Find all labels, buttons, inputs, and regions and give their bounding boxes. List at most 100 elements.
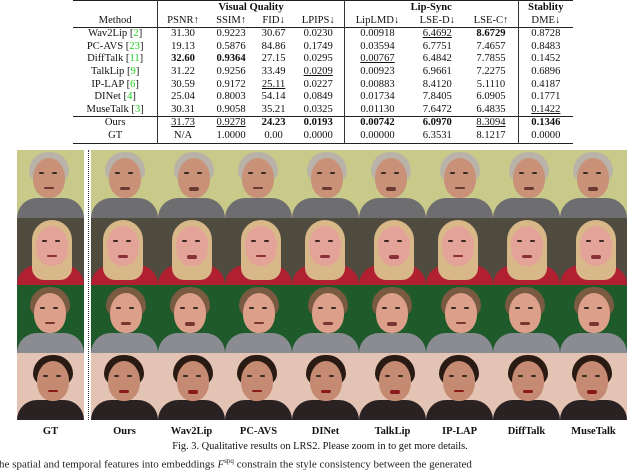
citation-link[interactable]: 2 bbox=[133, 28, 139, 40]
face-frame-difftalk-row1 bbox=[493, 150, 560, 218]
metric-cell: 0.9172 bbox=[216, 78, 246, 90]
column-header: DME↓ bbox=[517, 14, 573, 28]
method-name: GT bbox=[108, 129, 123, 141]
metric-cell: 6.4842 bbox=[422, 53, 452, 65]
metric-cell: 30.59 bbox=[157, 78, 208, 92]
table-row: DINet [4] 25.04 0.8003 54.14 0.0849 0.01734 7.… bbox=[73, 91, 573, 104]
metric-cell: 0.00742 bbox=[343, 116, 411, 130]
table-row: GT N/A 1.0000 0.00 0.0000 0.00000 6.3531 8.1217… bbox=[73, 129, 573, 144]
face-frame-pc-avs-row2 bbox=[225, 217, 292, 285]
face-frame-musetalk-row3 bbox=[560, 285, 627, 353]
table-row: IP-LAP [6] 30.59 0.9172 25.11 0.0227 0.00883 8… bbox=[73, 78, 573, 92]
metric-cell: 0.00918 bbox=[343, 27, 411, 41]
face-frame-talklip-row2 bbox=[359, 217, 426, 285]
method-name: MuseTalk [3] bbox=[86, 103, 144, 115]
face-frame-pc-avs-row3 bbox=[225, 285, 292, 353]
method-name: DiffTalk [11] bbox=[87, 53, 144, 65]
face-frame-ip-lap-row1 bbox=[426, 150, 493, 218]
citation-link[interactable]: 6 bbox=[130, 78, 136, 90]
metric-cell: 0.1422 bbox=[517, 103, 573, 117]
face-frame-gt-row4 bbox=[17, 352, 84, 420]
metric-cell: 0.9256 bbox=[216, 65, 246, 77]
column-header-row: Method PSNR↑ SSIM↑ FID↓ LPIPS↓ LipLMD↓ LSE-D↓ L… bbox=[73, 14, 573, 28]
citation-link[interactable]: 23 bbox=[129, 40, 140, 52]
cut-body-text: the spatial and temporal features into e… bbox=[0, 457, 472, 471]
metric-cell: 0.8728 bbox=[517, 27, 573, 41]
metric-cell: 7.8405 bbox=[422, 91, 452, 103]
metric-cell: 7.7855 bbox=[476, 53, 506, 65]
group-empty bbox=[73, 1, 158, 15]
face-frame-wav2lip-row4 bbox=[158, 352, 225, 420]
metric-cell: 0.1771 bbox=[517, 91, 573, 104]
group-stability: Stablity bbox=[517, 0, 573, 15]
metric-cell: 35.21 bbox=[261, 103, 286, 115]
citation-link[interactable]: 4 bbox=[127, 91, 133, 103]
metric-cell: 0.00923 bbox=[343, 65, 411, 79]
metric-cell: 0.0295 bbox=[303, 53, 333, 65]
face-frame-wav2lip-row2 bbox=[158, 217, 225, 285]
table-row: Wav2Lip [2] 31.30 0.9223 30.67 0.0230 0.00918… bbox=[73, 27, 573, 41]
metric-cell: 0.01734 bbox=[343, 91, 411, 104]
face-frame-musetalk-row2 bbox=[560, 217, 627, 285]
face-frame-dinet-row4 bbox=[292, 352, 359, 420]
metric-cell: 0.00883 bbox=[343, 78, 411, 92]
metric-cell: N/A bbox=[157, 129, 208, 144]
column-label-musetalk: MuseTalk bbox=[571, 426, 616, 437]
metric-cell: 0.5876 bbox=[216, 40, 246, 52]
metric-cell: 0.0227 bbox=[303, 78, 333, 90]
column-header: SSIM↑ bbox=[216, 14, 247, 26]
column-header: LPIPS↓ bbox=[301, 14, 335, 26]
face-frame-gt-row3 bbox=[17, 285, 84, 353]
metric-cell: 6.4835 bbox=[476, 103, 506, 115]
citation-link[interactable]: 3 bbox=[134, 103, 141, 115]
face-frame-talklip-row1 bbox=[359, 150, 426, 218]
face-frame-ip-lap-row3 bbox=[426, 285, 493, 353]
column-label-difftalk: DiffTalk bbox=[507, 426, 546, 437]
gt-separator-dotted-line bbox=[88, 150, 89, 420]
column-header: LSE-C↑ bbox=[473, 14, 509, 26]
face-frame-ours-row4 bbox=[91, 352, 158, 420]
face-frame-dinet-row3 bbox=[292, 285, 359, 353]
metric-cell: 6.9661 bbox=[422, 65, 452, 77]
face-frame-talklip-row3 bbox=[359, 285, 426, 353]
metric-cell: 0.0000 bbox=[517, 129, 573, 144]
metric-cell: 0.8483 bbox=[517, 40, 573, 54]
face-frame-difftalk-row4 bbox=[493, 352, 560, 420]
face-frame-dinet-row2 bbox=[292, 217, 359, 285]
face-frame-gt-row1 bbox=[17, 150, 84, 218]
column-label-pc-avs: PC-AVS bbox=[239, 426, 278, 437]
method-name: DINet [4] bbox=[94, 91, 136, 103]
metric-cell: 0.6896 bbox=[517, 65, 573, 79]
method-name: Ours bbox=[104, 117, 126, 129]
column-header: PSNR↑ bbox=[157, 14, 208, 28]
metric-cell: 7.6472 bbox=[422, 103, 452, 115]
metric-cell: 24.23 bbox=[261, 117, 286, 129]
metric-cell: 54.14 bbox=[261, 91, 286, 103]
face-frame-ip-lap-row4 bbox=[426, 352, 493, 420]
metric-cell: 33.49 bbox=[261, 65, 286, 77]
column-label-ip-lap: IP-LAP bbox=[442, 426, 477, 437]
metric-cell: 0.0325 bbox=[303, 103, 333, 115]
method-name: PC-AVS [23] bbox=[86, 40, 144, 52]
column-label-ours: Ours bbox=[113, 426, 136, 437]
table-body: Wav2Lip [2] 31.30 0.9223 30.67 0.0230 0.00918… bbox=[73, 27, 573, 144]
face-frame-wav2lip-row1 bbox=[158, 150, 225, 218]
metric-cell: 19.13 bbox=[157, 40, 208, 54]
face-frame-difftalk-row3 bbox=[493, 285, 560, 353]
table-row: Ours 31.73 0.9278 24.23 0.0193 0.00742 6.0970 8… bbox=[73, 116, 573, 130]
citation-link[interactable]: 9 bbox=[130, 65, 136, 77]
metric-cell: 6.4692 bbox=[422, 28, 452, 40]
metric-cell: 0.1749 bbox=[303, 40, 333, 52]
metric-cell: 31.30 bbox=[157, 27, 208, 41]
column-label-talklip: TalkLip bbox=[374, 426, 411, 437]
metric-cell: 0.00000 bbox=[343, 129, 411, 144]
metric-cell: 0.9278 bbox=[216, 117, 246, 129]
citation-link[interactable]: 11 bbox=[129, 53, 140, 65]
metric-cell: 0.8003 bbox=[216, 91, 246, 103]
qualitative-figure-grid bbox=[0, 150, 640, 420]
metric-cell: 1.0000 bbox=[216, 129, 246, 141]
group-visual-quality: Visual Quality bbox=[157, 0, 345, 15]
face-frame-ours-row2 bbox=[91, 217, 158, 285]
metric-cell: 7.4657 bbox=[476, 40, 506, 52]
face-frame-ours-row1 bbox=[91, 150, 158, 218]
